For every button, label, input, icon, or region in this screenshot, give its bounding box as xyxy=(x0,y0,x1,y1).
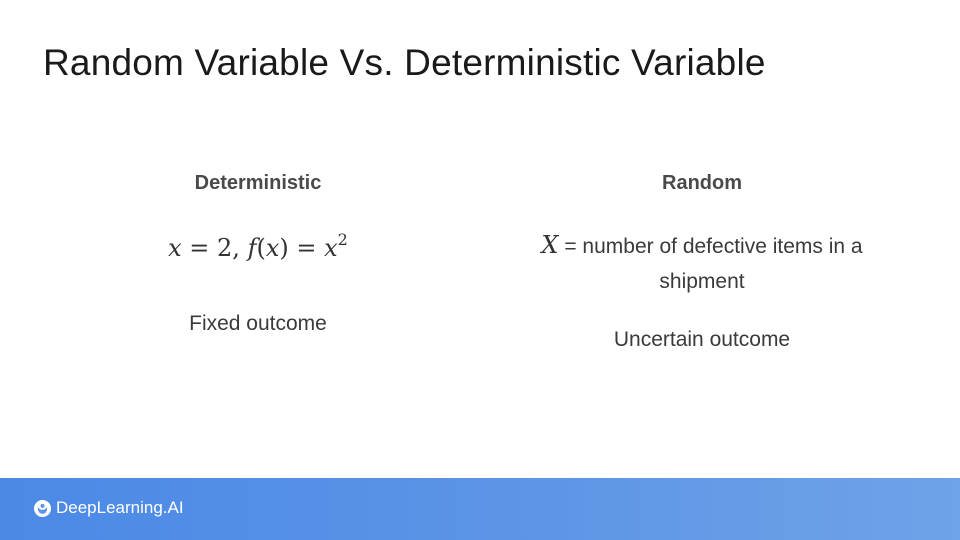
random-variable-symbol: X xyxy=(541,231,559,259)
formula-fx-var: x xyxy=(265,234,280,262)
deterministic-column: Deterministic x = 2, f(x) = x2 Fixed out… xyxy=(130,172,386,336)
deterministic-heading: Deterministic xyxy=(194,172,322,194)
brand-logo: DeepLearning.AI xyxy=(33,498,184,518)
formula-paren-open: ( xyxy=(256,234,266,262)
formula-paren-close-equals: ) = xyxy=(279,234,325,262)
random-column: Random X = number of defective items in … xyxy=(512,172,892,352)
random-variable-text: = number of defective items in a shipmen… xyxy=(558,235,863,293)
formula-exponent: 2 xyxy=(337,230,348,249)
deterministic-outcome: Fixed outcome xyxy=(189,312,327,335)
brand-name: DeepLearning.AI xyxy=(56,498,184,517)
deterministic-formula: x = 2, f(x) = x2 xyxy=(130,230,386,264)
random-variable-definition: X = number of defective items in a shipm… xyxy=(512,228,892,299)
footer-bar: DeepLearning.AI xyxy=(0,478,960,540)
formula-x-base: x xyxy=(324,234,338,262)
slide-title: Random Variable Vs. Deterministic Variab… xyxy=(43,42,766,83)
random-heading: Random xyxy=(662,172,742,194)
formula-f: f xyxy=(247,234,257,262)
random-outcome: Uncertain outcome xyxy=(613,328,791,351)
formula-x: x xyxy=(168,234,182,262)
formula-equals-two: = 2, xyxy=(181,234,248,262)
deeplearning-logo-icon xyxy=(33,499,52,518)
